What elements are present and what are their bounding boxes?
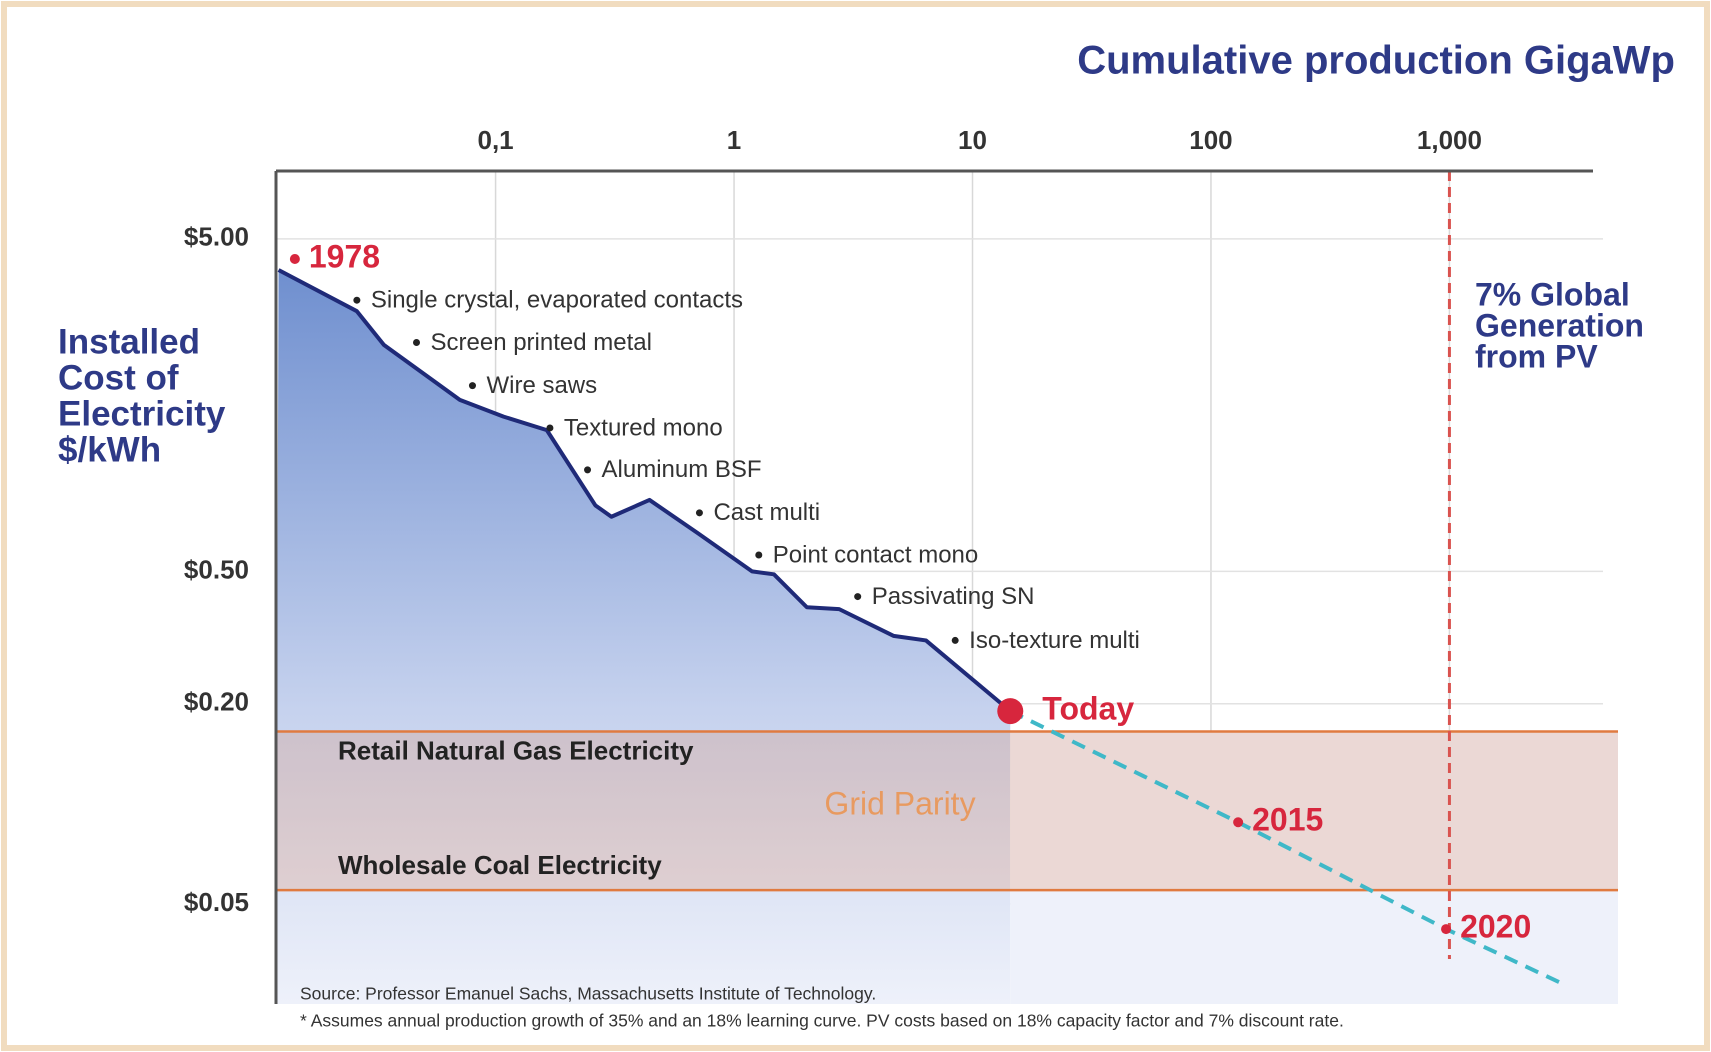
year-label: 2020	[1460, 909, 1531, 945]
band-label: Retail Natural Gas Electricity	[338, 735, 694, 765]
lower-tint	[1010, 731, 1618, 1004]
x-tick-label: 100	[1189, 125, 1232, 155]
year-point	[289, 253, 300, 264]
y-tick-label: $0.20	[184, 687, 249, 717]
y-tick-label: $0.50	[184, 554, 249, 584]
year-label: Today	[1042, 691, 1134, 727]
y-axis-label: Installed	[58, 322, 200, 361]
milestone-dot	[695, 509, 703, 517]
x-tick-label: 0,1	[478, 125, 514, 155]
x-tick-label: 10	[958, 125, 987, 155]
vline-label: Generation	[1475, 307, 1644, 343]
source-note: Source: Professor Emanuel Sachs, Massach…	[300, 984, 876, 1004]
milestone-dot	[584, 466, 592, 474]
milestone-dot	[546, 424, 554, 432]
milestone-label: Cast multi	[713, 499, 820, 526]
milestone-dot	[951, 636, 959, 644]
series-line	[1009, 709, 1561, 985]
chart-title: Cumulative production GigaWp	[1077, 39, 1675, 83]
milestone-label: Passivating SN	[872, 583, 1035, 610]
band-label: Wholesale Coal Electricity	[338, 850, 662, 880]
series-line	[277, 268, 1012, 713]
milestone-dot	[854, 593, 862, 601]
milestone-dot	[413, 338, 421, 346]
milestone-dot	[353, 296, 361, 304]
year-label: 2015	[1252, 802, 1323, 838]
x-tick-label: 1,000	[1417, 125, 1482, 155]
year-point	[1441, 924, 1452, 935]
milestone-label: Wire saws	[486, 372, 597, 399]
milestone-dot	[755, 551, 763, 559]
milestone-label: Screen printed metal	[431, 329, 652, 356]
y-axis-label: $/kWh	[58, 430, 161, 469]
source-note: * Assumes annual production growth of 35…	[300, 1011, 1344, 1031]
year-point	[997, 698, 1024, 725]
milestone-label: Iso-texture multi	[969, 627, 1140, 654]
year-point	[1233, 817, 1244, 828]
y-tick-label: $5.00	[184, 222, 249, 252]
milestone-label: Single crystal, evaporated contacts	[371, 287, 743, 314]
vline-label: 7% Global	[1475, 276, 1630, 312]
vline-label: from PV	[1475, 338, 1598, 374]
curve-area	[276, 270, 1011, 1005]
y-axis-label: Electricity	[58, 394, 226, 433]
milestone-label: Aluminum BSF	[602, 456, 762, 483]
milestone-label: Point contact mono	[773, 541, 978, 568]
year-label: 1978	[309, 238, 380, 274]
milestone-dot	[468, 382, 476, 390]
grid-parity-band	[276, 731, 1618, 891]
band-title: Grid Parity	[824, 785, 975, 821]
milestone-label: Textured mono	[564, 414, 723, 441]
x-tick-label: 1	[727, 125, 741, 155]
y-tick-label: $0.05	[184, 887, 249, 917]
y-axis-label: Cost of	[58, 358, 179, 397]
